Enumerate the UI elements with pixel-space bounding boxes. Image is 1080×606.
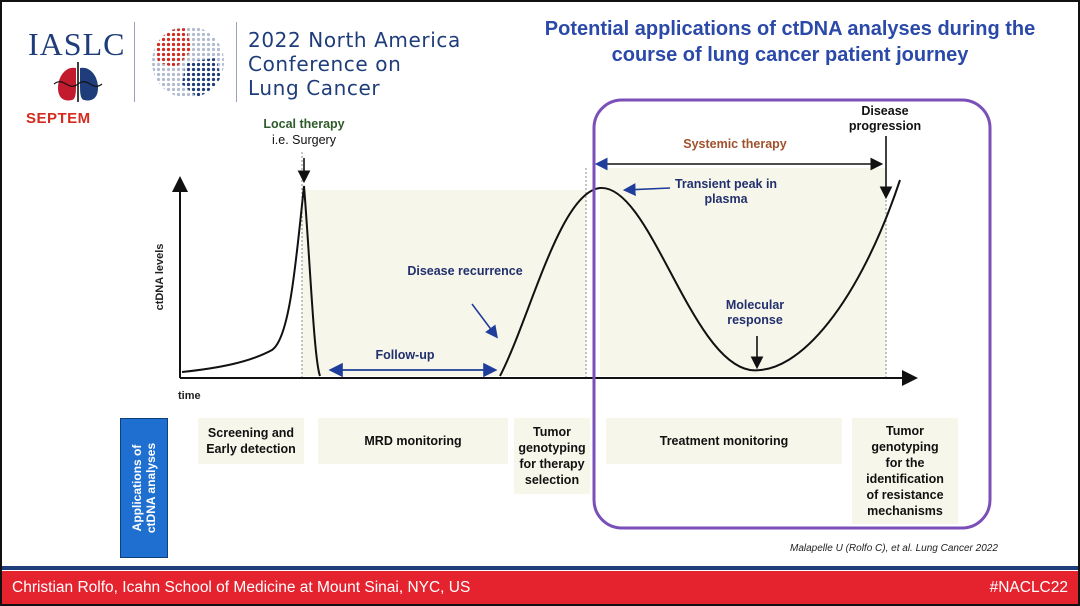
phase-resistance-line-5: of resistance (866, 488, 944, 502)
applications-line-1: Applications of (130, 444, 144, 532)
phase-genotyping-line-3: for therapy (519, 457, 585, 471)
phase-resistance-line-3: for the (885, 456, 925, 470)
header-divider-2 (236, 22, 237, 102)
phase-screening-line-1: Screening and (207, 426, 295, 440)
conference-line-3: Lung Cancer (248, 76, 381, 100)
systemic-highlight-box (592, 98, 992, 530)
conference-hashtag: #NACLC22 (989, 579, 1068, 596)
applications-label: Applications of ctDNA analyses (130, 443, 158, 533)
molecular-response-line-2: response (727, 313, 783, 327)
molecular-response-line-1: Molecular (725, 298, 785, 312)
phase-genotyping-line-4: selection (524, 473, 580, 487)
molecular-response-label: Molecular response (700, 298, 810, 328)
transient-peak-line-1: Transient peak in (674, 177, 778, 191)
footer-bar: Christian Rolfo, Icahn School of Medicin… (0, 571, 1080, 606)
phase-resistance: Tumor genotyping for the identification … (852, 418, 958, 524)
phase-screening-line-2: Early detection (206, 442, 296, 456)
surgery-label: i.e. Surgery (272, 133, 336, 147)
systemic-therapy-label: Systemic therapy (683, 137, 787, 151)
disease-progression-label: Disease progression (830, 104, 940, 134)
recurrence-arrow (471, 303, 498, 339)
applications-line-2: ctDNA analyses (144, 442, 158, 534)
phase-resistance-line-2: genotyping (871, 440, 939, 454)
conference-line-2: Conference on (248, 52, 402, 76)
transient-peak-arrow (622, 183, 671, 196)
disease-progression-line-2: progression (848, 119, 922, 133)
phase-resistance-line-6: mechanisms (867, 504, 943, 518)
transient-peak-line-2: plasma (704, 192, 748, 206)
conference-name: 2022 North America Conference on Lung Ca… (248, 28, 461, 100)
phase-resistance-line-1: Tumor (886, 424, 924, 438)
applications-box: Applications of ctDNA analyses (120, 418, 168, 558)
y-axis-label-wrap: ctDNA levels (150, 232, 170, 322)
y-axis-label: ctDNA levels (154, 243, 166, 311)
phase-genotyping-line-1: Tumor (533, 425, 571, 439)
phase-mrd-line-1: MRD monitoring (364, 434, 462, 448)
follow-up-label: Follow-up (375, 348, 435, 362)
globe-icon (152, 26, 224, 98)
phase-resistance-line-4: identification (866, 472, 944, 486)
iaslc-logo-text: IASLC (28, 26, 126, 62)
ctdna-curve-systemic (499, 179, 901, 377)
footer-divider (0, 566, 1080, 570)
slide-title: Potential applications of ctDNA analyses… (544, 18, 1036, 66)
local-therapy-label: Local therapy (263, 117, 345, 131)
header-divider (134, 22, 135, 102)
disease-recurrence-label: Disease recurrence (407, 264, 523, 278)
x-axis-label: time (178, 390, 201, 402)
septem-label: SEPTEM (26, 110, 91, 127)
speaker-credit: Christian Rolfo, Icahn School of Medicin… (12, 579, 471, 596)
phase-screening: Screening and Early detection (198, 418, 304, 464)
citation: Malapelle U (Rolfo C), et al. Lung Cance… (790, 543, 998, 554)
lungs-logo-icon (53, 62, 103, 102)
phase-treatment-line-1: Treatment monitoring (659, 434, 789, 448)
panel-treatment (600, 168, 886, 376)
phase-genotyping-line-2: genotyping (518, 441, 586, 455)
conference-line-1: 2022 North America (248, 28, 461, 52)
ctdna-curve-surgery (181, 185, 321, 377)
phase-mrd: MRD monitoring (318, 418, 508, 464)
phase-treatment-monitoring: Treatment monitoring (606, 418, 842, 464)
transient-peak-label: Transient peak in plasma (656, 177, 796, 207)
disease-progression-line-1: Disease (861, 104, 909, 118)
phase-genotyping-selection: Tumor genotyping for therapy selection (514, 418, 590, 494)
